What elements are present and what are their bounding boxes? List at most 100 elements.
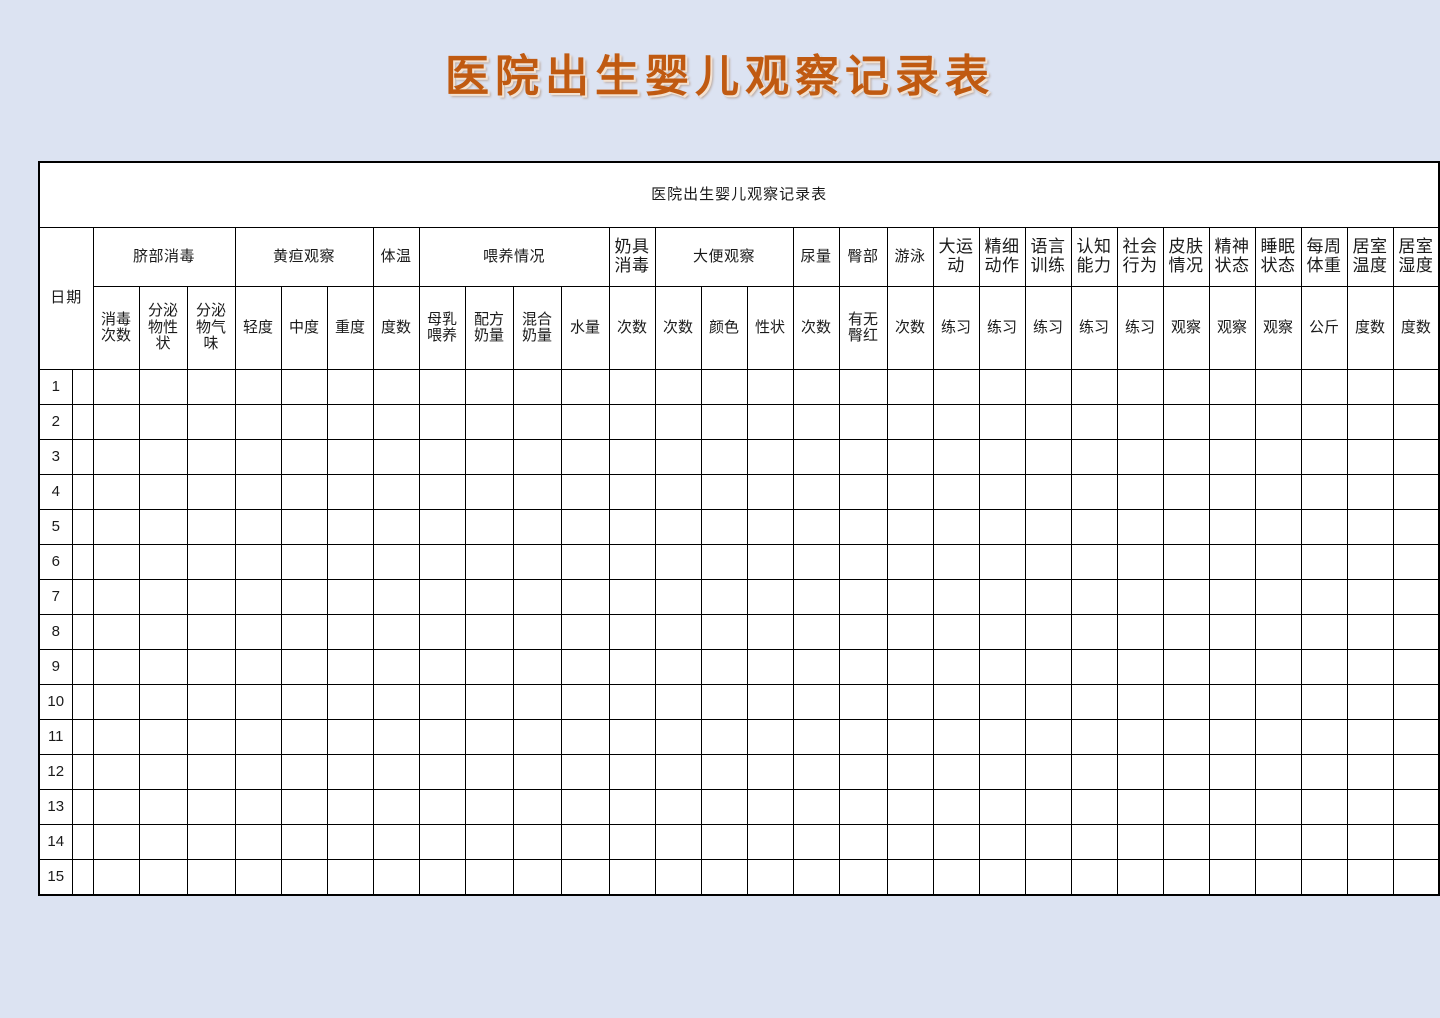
data-cell[interactable] xyxy=(1254,719,1302,755)
data-cell[interactable] xyxy=(1070,649,1118,685)
data-cell[interactable] xyxy=(372,824,420,860)
data-cell[interactable] xyxy=(512,824,562,860)
date-cell[interactable] xyxy=(71,474,94,510)
data-cell[interactable] xyxy=(1116,859,1164,896)
data-cell[interactable] xyxy=(1162,439,1210,475)
data-cell[interactable] xyxy=(792,474,840,510)
date-cell[interactable] xyxy=(71,509,94,545)
data-cell[interactable] xyxy=(186,684,236,720)
data-cell[interactable] xyxy=(886,719,934,755)
data-cell[interactable] xyxy=(138,439,188,475)
data-cell[interactable] xyxy=(746,369,794,405)
data-cell[interactable] xyxy=(138,789,188,825)
data-cell[interactable] xyxy=(326,649,374,685)
data-cell[interactable] xyxy=(746,544,794,580)
data-cell[interactable] xyxy=(418,719,466,755)
data-cell[interactable] xyxy=(746,579,794,615)
data-cell[interactable] xyxy=(560,439,610,475)
data-cell[interactable] xyxy=(838,719,888,755)
data-cell[interactable] xyxy=(1162,754,1210,790)
data-cell[interactable] xyxy=(92,579,140,615)
data-cell[interactable] xyxy=(1392,824,1440,860)
data-cell[interactable] xyxy=(1070,579,1118,615)
data-cell[interactable] xyxy=(186,579,236,615)
data-cell[interactable] xyxy=(1254,509,1302,545)
data-cell[interactable] xyxy=(700,684,748,720)
data-cell[interactable] xyxy=(372,404,420,440)
date-cell[interactable] xyxy=(71,719,94,755)
data-cell[interactable] xyxy=(1392,719,1440,755)
data-cell[interactable] xyxy=(932,579,980,615)
data-cell[interactable] xyxy=(654,404,702,440)
data-cell[interactable] xyxy=(280,824,328,860)
data-cell[interactable] xyxy=(932,439,980,475)
data-cell[interactable] xyxy=(464,369,514,405)
data-cell[interactable] xyxy=(92,509,140,545)
data-cell[interactable] xyxy=(654,474,702,510)
data-cell[interactable] xyxy=(654,824,702,860)
date-cell[interactable] xyxy=(71,579,94,615)
date-cell[interactable] xyxy=(71,439,94,475)
data-cell[interactable] xyxy=(792,544,840,580)
data-cell[interactable] xyxy=(186,474,236,510)
data-cell[interactable] xyxy=(608,684,656,720)
data-cell[interactable] xyxy=(746,859,794,896)
data-cell[interactable] xyxy=(1300,649,1348,685)
data-cell[interactable] xyxy=(138,859,188,896)
data-cell[interactable] xyxy=(326,369,374,405)
data-cell[interactable] xyxy=(886,684,934,720)
data-cell[interactable] xyxy=(138,369,188,405)
data-cell[interactable] xyxy=(932,404,980,440)
data-cell[interactable] xyxy=(186,509,236,545)
data-cell[interactable] xyxy=(326,754,374,790)
data-cell[interactable] xyxy=(1024,544,1072,580)
data-cell[interactable] xyxy=(1208,859,1256,896)
data-cell[interactable] xyxy=(1116,579,1164,615)
data-cell[interactable] xyxy=(372,439,420,475)
data-cell[interactable] xyxy=(838,614,888,650)
data-cell[interactable] xyxy=(978,719,1026,755)
data-cell[interactable] xyxy=(186,614,236,650)
data-cell[interactable] xyxy=(326,579,374,615)
date-cell[interactable] xyxy=(71,649,94,685)
data-cell[interactable] xyxy=(1070,754,1118,790)
date-cell[interactable] xyxy=(71,859,94,896)
data-cell[interactable] xyxy=(560,544,610,580)
data-cell[interactable] xyxy=(464,614,514,650)
data-cell[interactable] xyxy=(1162,824,1210,860)
data-cell[interactable] xyxy=(1254,649,1302,685)
data-cell[interactable] xyxy=(1024,474,1072,510)
data-cell[interactable] xyxy=(1392,509,1440,545)
data-cell[interactable] xyxy=(186,544,236,580)
data-cell[interactable] xyxy=(1346,404,1394,440)
data-cell[interactable] xyxy=(512,369,562,405)
data-cell[interactable] xyxy=(654,509,702,545)
data-cell[interactable] xyxy=(608,439,656,475)
data-cell[interactable] xyxy=(886,369,934,405)
data-cell[interactable] xyxy=(186,859,236,896)
data-cell[interactable] xyxy=(138,474,188,510)
data-cell[interactable] xyxy=(746,404,794,440)
data-cell[interactable] xyxy=(978,439,1026,475)
data-cell[interactable] xyxy=(792,614,840,650)
data-cell[interactable] xyxy=(418,649,466,685)
data-cell[interactable] xyxy=(932,369,980,405)
data-cell[interactable] xyxy=(512,719,562,755)
data-cell[interactable] xyxy=(1070,509,1118,545)
data-cell[interactable] xyxy=(1254,439,1302,475)
data-cell[interactable] xyxy=(792,824,840,860)
data-cell[interactable] xyxy=(464,859,514,896)
data-cell[interactable] xyxy=(138,649,188,685)
data-cell[interactable] xyxy=(560,684,610,720)
data-cell[interactable] xyxy=(792,579,840,615)
data-cell[interactable] xyxy=(886,614,934,650)
data-cell[interactable] xyxy=(838,369,888,405)
data-cell[interactable] xyxy=(1024,614,1072,650)
data-cell[interactable] xyxy=(838,544,888,580)
data-cell[interactable] xyxy=(608,719,656,755)
data-cell[interactable] xyxy=(234,474,282,510)
data-cell[interactable] xyxy=(1070,439,1118,475)
data-cell[interactable] xyxy=(654,439,702,475)
data-cell[interactable] xyxy=(372,509,420,545)
data-cell[interactable] xyxy=(746,649,794,685)
